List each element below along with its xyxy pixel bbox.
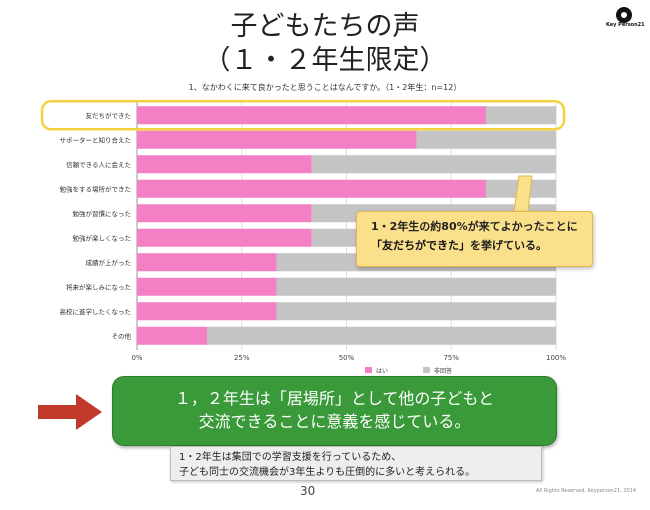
- bar-yes: [137, 253, 277, 272]
- bar-yes: [137, 155, 312, 174]
- category-label: 友だちができた: [86, 111, 132, 120]
- callout-emphasis: 「友だちができた」: [371, 239, 470, 252]
- organization-logo: Key Person21: [606, 7, 645, 31]
- legend-swatch: [423, 367, 430, 373]
- x-tick-label: 100%: [546, 354, 566, 362]
- callout-line2: 「友だちができた」を挙げている。: [371, 236, 592, 255]
- category-label: 成績が上がった: [86, 258, 132, 267]
- banner-line2: 交流できることに意義を感じている。: [198, 412, 471, 431]
- conclusion-banner: １，２年生は「居場所」として他の子どもと 交流できることに意義を感じている。: [112, 376, 557, 446]
- highlight-outline: [40, 100, 566, 131]
- legend-swatch: [365, 367, 372, 373]
- page-title-line1: 子どもたちの声: [230, 11, 420, 42]
- x-tick-label: 75%: [443, 354, 459, 362]
- bar-yes: [137, 326, 207, 345]
- right-arrow-icon: [38, 394, 102, 430]
- bar-yes: [137, 204, 312, 223]
- bar-yes: [137, 277, 277, 296]
- x-tick-label: 50%: [339, 354, 355, 362]
- bar-yes: [137, 302, 277, 321]
- page-title-line2: （１・２年生限定）: [203, 45, 447, 76]
- legend-label: 非回答: [434, 367, 452, 375]
- highlight-callout: 1・2年生の約80%が来てよかったことに 「友だちができた」を挙げている。: [356, 211, 593, 267]
- bar-yes: [137, 179, 487, 198]
- note-line1: 1・2年生は集団での学習支援を行っているため、: [179, 452, 402, 463]
- note-line2: 子ども同士の交流機会が3年生よりも圧倒的に多いと考えられる。: [179, 467, 476, 478]
- logo-text: Key Person21: [606, 22, 645, 28]
- category-label: その他: [112, 331, 132, 340]
- logo-mark-icon: [616, 7, 632, 23]
- bar-no-answer: [486, 106, 556, 125]
- category-label: 高校に進学したくなった: [60, 307, 132, 316]
- bar-yes: [137, 228, 312, 247]
- banner-line1: １，２年生は「居場所」として他の子どもと: [174, 389, 495, 408]
- legend-label: はい: [376, 368, 388, 375]
- bar-yes: [137, 130, 417, 149]
- bar-no-answer: [276, 277, 556, 296]
- category-label: 将来が楽しみになった: [66, 282, 131, 291]
- category-label: 勉強が楽しくなった: [73, 233, 132, 242]
- callout-rest: を挙げている。: [470, 239, 547, 252]
- bar-chart: 0% 25% 50% 75% 100% 友だちができたサポーターと知り合えた信頼できる人に…: [40, 100, 566, 375]
- bar-no-answer: [206, 326, 556, 345]
- x-tick-label: 0%: [131, 354, 142, 362]
- category-label: サポーターと知り合えた: [60, 135, 132, 144]
- copyright-notice: All Rights Reserved, Keyperson21, 2014: [536, 488, 637, 494]
- callout-line1: 1・2年生の約80%が来てよかったことに: [371, 220, 578, 233]
- bar-yes: [137, 106, 487, 125]
- category-label: 勉強をする場所ができた: [60, 184, 132, 193]
- x-tick-label: 25%: [234, 354, 250, 362]
- category-label: 勉強が習慣になった: [73, 209, 132, 218]
- bar-no-answer: [311, 155, 556, 174]
- bar-no-answer: [276, 302, 556, 321]
- explanation-note: 1・2年生は集団での学習支援を行っているため、 子ども同士の交流機会が3年生より…: [170, 446, 542, 481]
- category-label: 信頼できる人に会えた: [66, 160, 131, 169]
- bar-no-answer: [416, 130, 556, 149]
- page-number: 30: [300, 484, 316, 498]
- survey-question: 1、なかわくに来て良かったと思うことはなんですか。（1・2年生：n=12）: [188, 83, 462, 92]
